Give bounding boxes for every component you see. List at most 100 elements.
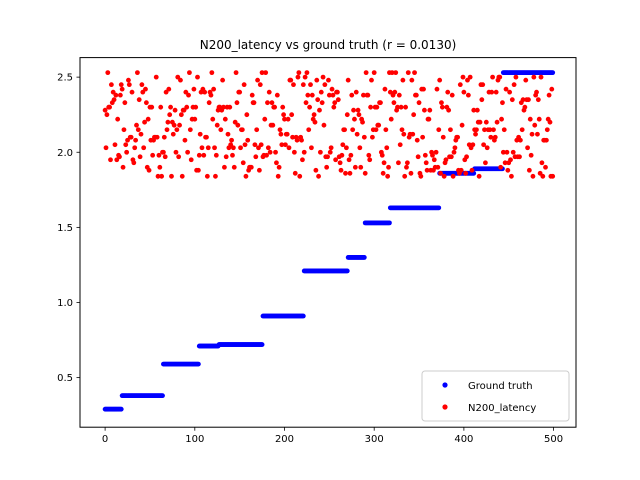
n200-latency-point — [513, 74, 519, 80]
n200-latency-point — [135, 127, 141, 133]
n200-latency-point — [507, 89, 513, 95]
n200-latency-point — [539, 160, 545, 166]
n200-latency-point — [423, 160, 429, 166]
n200-latency-point — [212, 145, 217, 151]
n200-latency-point — [410, 131, 416, 137]
n200-latency-point — [117, 92, 123, 98]
n200-latency-point — [135, 70, 140, 76]
n200-latency-point — [526, 97, 531, 103]
n200-latency-point — [324, 164, 330, 170]
n200-latency-point — [178, 77, 183, 83]
ground-truth-point — [550, 70, 556, 76]
n200-latency-point — [422, 152, 428, 158]
n200-latency-point — [258, 142, 264, 148]
n200-latency-point — [332, 100, 338, 106]
n200-latency-point — [493, 89, 499, 95]
n200-latency-point — [133, 137, 139, 143]
n200-latency-point — [445, 89, 451, 95]
n200-latency-point — [120, 164, 126, 170]
n200-latency-point — [294, 137, 300, 143]
n200-latency-point — [155, 173, 161, 179]
n200-latency-point — [307, 104, 313, 110]
n200-latency-point — [348, 152, 354, 158]
n200-latency-point — [520, 97, 526, 103]
n200-latency-point — [291, 149, 297, 155]
n200-latency-point — [326, 77, 331, 83]
n200-latency-point — [286, 145, 292, 151]
n200-latency-point — [535, 97, 541, 103]
n200-latency-point — [272, 104, 278, 110]
n200-latency-point — [145, 116, 151, 122]
n200-latency-point — [353, 89, 359, 95]
n200-latency-point — [467, 74, 473, 80]
n200-latency-point — [531, 74, 537, 80]
n200-latency-point — [420, 134, 426, 140]
n200-latency-point — [489, 89, 495, 95]
n200-latency-point — [470, 142, 476, 148]
legend-label-n200-latency: N200_latency — [468, 403, 536, 414]
n200-latency-point — [474, 107, 480, 113]
n200-latency-point — [220, 77, 226, 83]
n200-latency-point — [408, 170, 414, 176]
n200-latency-point — [243, 173, 249, 179]
n200-latency-point — [314, 77, 320, 83]
n200-latency-point — [549, 86, 555, 92]
y-tick-label: 1.0 — [57, 298, 73, 309]
n200-latency-point — [384, 145, 390, 151]
n200-latency-point — [451, 149, 457, 155]
n200-latency-point — [171, 122, 177, 128]
n200-latency-point — [197, 131, 203, 137]
n200-latency-point — [161, 149, 166, 155]
n200-latency-point — [289, 112, 295, 118]
n200-latency-point — [174, 127, 180, 133]
n200-latency-point — [213, 173, 218, 179]
legend-label-ground-truth: Ground truth — [468, 381, 533, 392]
n200-latency-point — [503, 86, 509, 92]
n200-latency-point — [535, 131, 540, 137]
ground-truth-point — [160, 393, 165, 399]
n200-latency-point — [352, 164, 358, 170]
n200-latency-point — [304, 70, 310, 76]
x-tick-label: 400 — [454, 434, 473, 445]
n200-latency-point — [338, 167, 344, 173]
n200-latency-point — [213, 152, 219, 158]
n200-latency-point — [195, 74, 200, 80]
n200-latency-point — [170, 131, 176, 137]
n200-latency-point — [402, 173, 408, 179]
n200-latency-point — [265, 145, 271, 151]
n200-latency-point — [389, 70, 395, 76]
n200-latency-point — [449, 92, 455, 98]
n200-latency-point — [483, 160, 488, 166]
n200-latency-point — [366, 152, 372, 158]
n200-latency-point — [162, 154, 168, 160]
n200-latency-point — [305, 92, 311, 98]
n200-latency-point — [382, 86, 388, 92]
n200-latency-point — [235, 122, 241, 128]
n200-latency-point — [302, 74, 308, 80]
n200-latency-point — [121, 127, 127, 133]
n200-latency-point — [509, 97, 515, 103]
n200-latency-point — [239, 127, 245, 133]
n200-latency-point — [196, 152, 202, 158]
n200-latency-point — [404, 164, 409, 170]
n200-latency-point — [522, 104, 528, 110]
n200-latency-point — [237, 89, 243, 95]
n200-latency-point — [312, 119, 318, 125]
ground-truth-point — [344, 268, 350, 274]
n200-latency-point — [223, 154, 229, 160]
n200-latency-point — [149, 104, 155, 110]
n200-latency-point — [253, 154, 259, 160]
n200-latency-point — [501, 127, 507, 133]
n200-latency-point — [269, 100, 275, 106]
n200-latency-point — [418, 173, 424, 179]
n200-latency-point — [108, 82, 114, 88]
n200-latency-point — [474, 127, 479, 133]
n200-latency-point — [322, 82, 328, 88]
n200-latency-point — [283, 142, 288, 148]
n200-latency-point — [182, 137, 188, 143]
n200-latency-point — [414, 137, 420, 143]
n200-latency-point — [479, 97, 485, 103]
n200-latency-point — [492, 134, 498, 140]
n200-latency-point — [330, 92, 336, 98]
n200-latency-point — [204, 134, 209, 140]
